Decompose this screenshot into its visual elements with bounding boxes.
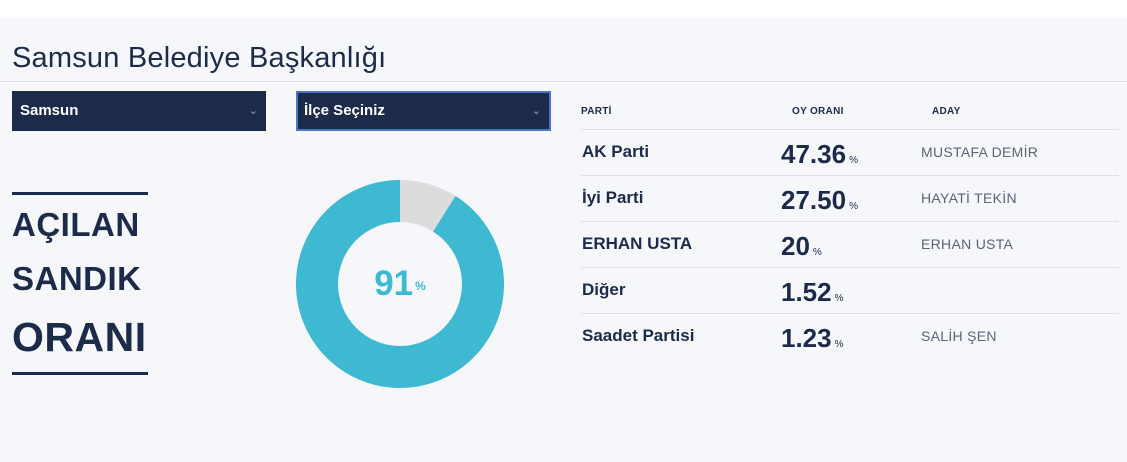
turnout-percent-value: 91	[374, 264, 414, 303]
city-select-value: Samsun	[20, 102, 79, 119]
turnout-percent-unit: %	[415, 279, 426, 293]
vote-rate-value: 1.52	[781, 277, 832, 307]
chevron-down-icon: ⌄	[531, 105, 541, 117]
vote-rate-unit: %	[849, 201, 858, 212]
turnout-value: 91 %	[296, 180, 504, 388]
results-table-header: PARTİ OY ORANI ADAY	[581, 100, 1119, 130]
party-name: Diğer	[582, 280, 626, 299]
candidate-name: ERHAN USTA	[921, 236, 1014, 252]
title-divider	[0, 81, 1127, 82]
district-select-value: İlçe Seçiniz	[304, 102, 385, 119]
vote-rate: 20%	[781, 231, 822, 262]
table-row: İyi Parti 27.50% HAYATİ TEKİN	[581, 176, 1119, 222]
results-table: PARTİ OY ORANI ADAY AK Parti 47.36% MUST…	[581, 100, 1119, 360]
header-rate: OY ORANI	[792, 106, 844, 117]
candidate-name: MUSTAFA DEMİR	[921, 144, 1039, 160]
header-candidate: ADAY	[932, 106, 961, 117]
district-select[interactable]: İlçe Seçiniz ⌄	[296, 91, 551, 131]
vote-rate-unit: %	[834, 293, 844, 304]
vote-rate-unit: %	[849, 155, 858, 166]
vote-rate: 1.52%	[781, 277, 844, 308]
party-name: İyi Parti	[582, 188, 644, 207]
party-name: Saadet Partisi	[582, 326, 695, 345]
table-row: AK Parti 47.36% MUSTAFA DEMİR	[581, 130, 1119, 176]
page-title: Samsun Belediye Başkanlığı	[12, 42, 387, 74]
vote-rate-value: 20	[781, 231, 810, 261]
vote-rate-value: 27.50	[781, 185, 847, 215]
vote-rate-value: 1.23	[781, 323, 832, 353]
turnout-label-line2: SANDIK	[12, 260, 142, 297]
chevron-down-icon: ⌄	[248, 105, 258, 117]
table-row: ERHAN USTA 20% ERHAN USTA	[581, 222, 1119, 268]
vote-rate: 27.50%	[781, 185, 858, 216]
vote-rate-value: 47.36	[781, 139, 847, 169]
party-name: ERHAN USTA	[582, 234, 693, 253]
candidate-name: SALİH ŞEN	[921, 328, 997, 344]
donut-filled-arc	[296, 180, 504, 388]
party-name: AK Parti	[582, 142, 650, 161]
vote-rate: 47.36%	[781, 139, 858, 170]
header-party: PARTİ	[581, 106, 612, 117]
turnout-donut-chart	[296, 180, 504, 388]
vote-rate-unit: %	[812, 247, 822, 258]
city-select[interactable]: Samsun ⌄	[12, 91, 266, 131]
turnout-bottom-rule	[12, 372, 148, 375]
results-panel: Samsun Belediye Başkanlığı Samsun ⌄ İlçe…	[0, 18, 1127, 462]
turnout-heading: AÇILAN SANDIK ORANI	[12, 192, 148, 375]
turnout-label-line3: ORANI	[12, 314, 147, 360]
vote-rate-unit: %	[834, 339, 844, 350]
candidate-name: HAYATİ TEKİN	[921, 190, 1017, 206]
turnout-label-line1: AÇILAN	[12, 206, 140, 243]
table-row: Saadet Partisi 1.23% SALİH ŞEN	[581, 314, 1119, 360]
vote-rate: 1.23%	[781, 323, 844, 354]
turnout-top-rule	[12, 192, 148, 195]
table-row: Diğer 1.52%	[581, 268, 1119, 314]
